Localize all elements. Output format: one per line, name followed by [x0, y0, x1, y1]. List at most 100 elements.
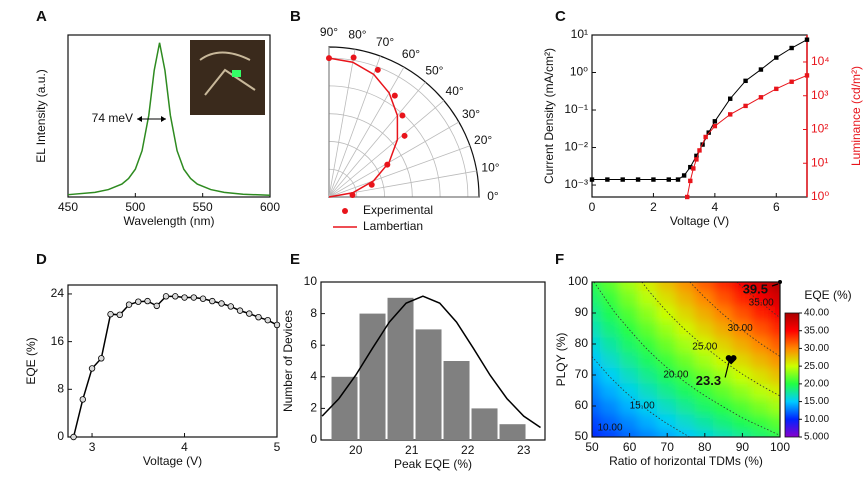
- angle-grid: [328, 55, 381, 198]
- marker: [774, 86, 779, 92]
- heatmap-cell: [694, 381, 716, 400]
- heatmap-cell: [713, 428, 734, 437]
- heatmap-cell: [600, 319, 622, 338]
- heatmap-cell: [694, 335, 716, 353]
- heatmap-cell: [694, 412, 716, 431]
- contour-line: [689, 282, 780, 357]
- colorbar-tick-label: 40.00: [804, 308, 829, 319]
- marker: [79, 396, 86, 403]
- colorbar-tick-label: 30.00: [804, 343, 829, 354]
- marker-label: 39.5: [743, 281, 768, 296]
- colorbar-tick-label: 5.000: [804, 432, 829, 443]
- x-tick-label: 450: [58, 200, 78, 214]
- y-tick-label: 6: [310, 337, 317, 351]
- heatmap-cell: [713, 366, 734, 384]
- heatmap-cell: [638, 350, 659, 369]
- marker: [758, 67, 764, 72]
- y-tick-label: 100: [568, 274, 588, 288]
- heatmap-cell: [713, 288, 734, 307]
- marker: [236, 307, 244, 314]
- heatmap-cell: [592, 335, 603, 353]
- heatmap-cell: [600, 412, 622, 431]
- heatmap-cell: [713, 282, 734, 291]
- angle-label: 30°: [462, 107, 480, 121]
- x-tick-label: 70: [661, 440, 675, 454]
- y-tick-label: 90: [575, 305, 589, 319]
- x-tick-label: 23: [517, 443, 531, 457]
- heatmap-cell: [713, 335, 734, 353]
- heatmap-cell: [675, 335, 697, 353]
- heatmap-cell: [750, 412, 772, 431]
- marker: [712, 123, 718, 129]
- marker: [227, 303, 234, 310]
- marker: [264, 316, 271, 324]
- heatmap-cell: [619, 288, 640, 307]
- radial-grid: [328, 141, 385, 198]
- marker: [391, 92, 398, 99]
- heatmap-clip: [592, 282, 780, 437]
- marker: [162, 293, 170, 300]
- heatmap-cell: [619, 350, 640, 369]
- heatmap-cell: [619, 412, 640, 431]
- heatmap-cell: [769, 282, 780, 291]
- marker: [107, 311, 114, 318]
- bar: [443, 361, 470, 440]
- marker: [728, 112, 733, 117]
- x-tick-label: 500: [125, 200, 145, 214]
- heatmap-cell: [638, 397, 659, 415]
- x-axis-label: Ratio of horizontal TDMs (%): [609, 454, 763, 468]
- heatmap-cell: [656, 350, 678, 369]
- angle-grid: [328, 81, 426, 198]
- y-tick-label: 10⁻²: [564, 140, 588, 154]
- heatmap-cell: [592, 366, 603, 384]
- heatmap-cell: [750, 366, 772, 384]
- contour-label: 20.00: [663, 370, 688, 381]
- heatmap-cell: [638, 428, 659, 437]
- x-axis-label: Wavelength (nm): [124, 214, 215, 228]
- y-tick-label: 10⁻³: [564, 177, 588, 191]
- marker: [181, 294, 188, 301]
- heatmap-cell: [638, 282, 659, 291]
- contour-line: [592, 356, 690, 437]
- heatmap-cell: [713, 304, 734, 322]
- heatmap-cell: [592, 288, 603, 307]
- heatmap-cell: [713, 319, 734, 338]
- colorbar-tick-label: 25.00: [804, 361, 829, 372]
- panel-label: B: [290, 8, 301, 25]
- marker: [374, 66, 381, 73]
- marker: [728, 96, 733, 101]
- plot-frame: [591, 281, 781, 438]
- heatmap-cell: [600, 350, 622, 369]
- heatmap-cell: [694, 366, 716, 384]
- heatmap-cell: [592, 282, 603, 291]
- y-tick-label: 8: [57, 381, 64, 395]
- x-tick-label: 3: [89, 440, 96, 454]
- angle-label: 50°: [425, 64, 443, 78]
- heatmap-cell: [750, 428, 772, 437]
- marker: [774, 55, 779, 60]
- heatmap-cell: [619, 319, 640, 338]
- heatmap-cell: [600, 282, 622, 291]
- series-line: [592, 39, 808, 181]
- radial-grid: [328, 57, 469, 198]
- marker: [401, 132, 408, 139]
- heatmap-cell: [713, 397, 734, 415]
- angle-label: 20°: [474, 133, 492, 147]
- heatmap-cell: [619, 335, 640, 353]
- radial-grid: [328, 168, 358, 198]
- x-tick-label: 100: [770, 440, 790, 454]
- x-tick-label: 20: [349, 443, 363, 457]
- angle-grid: [328, 145, 471, 198]
- marker: [697, 148, 702, 153]
- heatmap-cell: [619, 366, 640, 384]
- panel-label: D: [36, 251, 47, 268]
- y-axis-label: PLQY (%): [554, 333, 568, 387]
- heatmap-cell: [600, 335, 622, 353]
- heatmap-cell: [656, 397, 678, 415]
- y-axis-label: Current Density (mA/cm²): [542, 48, 556, 184]
- marker: [273, 321, 281, 329]
- heatmap-cell: [769, 304, 780, 322]
- point-marker: [778, 280, 782, 284]
- heatmap-cell: [732, 366, 753, 384]
- contour-label: 35.00: [749, 297, 774, 308]
